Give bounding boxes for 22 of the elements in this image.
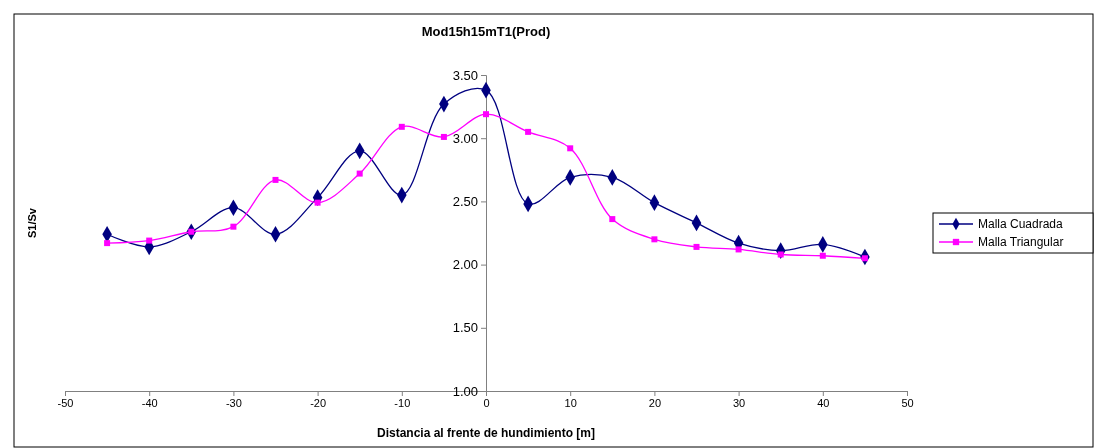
legend-label: Malla Triangular	[978, 235, 1064, 249]
y-tick-label: 1.50	[452, 320, 478, 336]
x-tick-label: 30	[732, 396, 746, 409]
x-tick-label: -30	[225, 396, 242, 409]
x-tick-label: -20	[310, 396, 327, 409]
chart-title: Mod15h15mT1(Prod)	[421, 24, 551, 39]
x-tick-label: 10	[564, 396, 577, 409]
x-tick-label: 0	[483, 396, 490, 409]
y-tick-label: 2.50	[452, 194, 478, 210]
y-tick-label: 3.50	[452, 67, 478, 83]
x-tick-label: -10	[394, 396, 411, 409]
y-tick-label: 1.00	[452, 383, 478, 399]
x-tick-label: 40	[817, 396, 830, 409]
legend-label: Malla Cuadrada	[978, 217, 1064, 231]
y-tick-label: 2.00	[452, 257, 478, 273]
x-axis-title: Distancia al frente de hundimiento [m]	[376, 426, 596, 440]
x-tick-label: -40	[141, 396, 158, 409]
x-tick-label: 50	[901, 396, 914, 409]
x-tick-label: 20	[648, 396, 662, 409]
x-tick-label: -50	[57, 396, 74, 409]
y-tick-label: 3.00	[452, 130, 478, 146]
y-axis-title: S1/Sv	[26, 207, 38, 238]
